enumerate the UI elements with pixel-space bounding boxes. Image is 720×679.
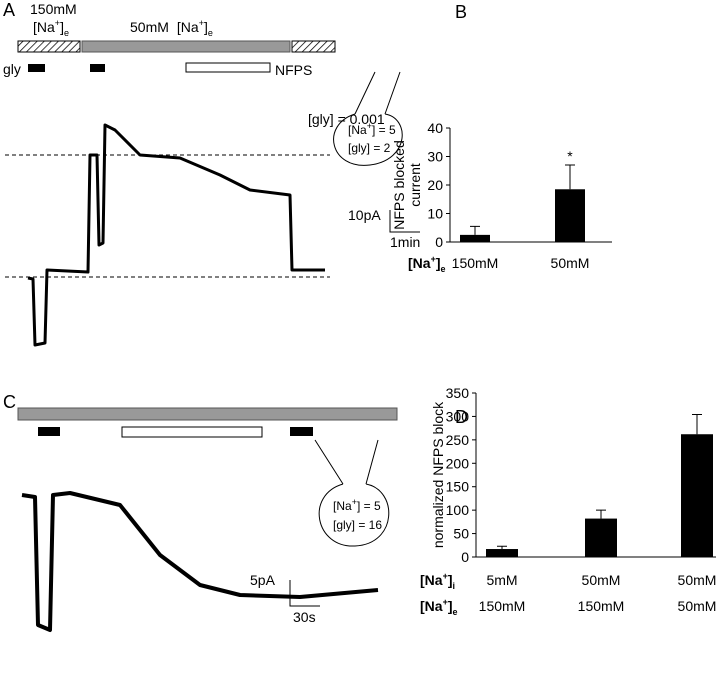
panel-letter: A: [3, 0, 15, 20]
current-trace: [27, 123, 325, 347]
panel-letter: D: [455, 407, 468, 427]
y-axis-label: normalized NFPS block: [430, 401, 446, 548]
label: 1min: [390, 234, 420, 250]
panel-letter: C: [3, 392, 16, 412]
panel-letter: B: [455, 2, 467, 22]
label: [Na+] = 5: [348, 121, 396, 137]
nfps-bar: [185, 62, 271, 73]
error-bar: [565, 164, 575, 190]
bar: [460, 234, 490, 242]
bar: [681, 434, 713, 557]
current-trace: [21, 491, 379, 632]
y-axis-label: current: [407, 163, 423, 207]
label-part: ]: [448, 598, 453, 614]
annotation: *: [567, 148, 573, 164]
y-axis-label: NFPS blocked: [391, 140, 407, 229]
scale-bar: [389, 210, 420, 233]
error-bar: [497, 545, 507, 550]
label: 150mM: [30, 1, 77, 17]
x-tick-label: 50mM: [678, 598, 717, 614]
y-tick-label: 20: [427, 177, 443, 193]
error-bar: [470, 225, 480, 235]
solution-bar: [17, 407, 398, 421]
gly-bar: [38, 427, 60, 436]
label-part: ]: [436, 255, 441, 271]
x-tick-label: 50mM: [582, 572, 621, 588]
bar: [486, 549, 518, 557]
scale-bar: [289, 580, 320, 607]
y-tick-label: 100: [446, 502, 470, 518]
x-tick-label: 50mM: [678, 572, 717, 588]
label-part: +: [443, 571, 448, 581]
label-part: +: [443, 597, 448, 607]
label-part: i: [453, 581, 456, 591]
gly-bar: [290, 427, 313, 436]
row-label: [Na+]e: [420, 597, 458, 617]
label: 50mM [Na+]e: [130, 18, 213, 38]
row-label: [Na+]e: [408, 254, 446, 274]
panel-a: A 150mM [Na+]e 50mM [Na+]e gly NFPS [gly]…: [3, 0, 420, 347]
y-tick-label: 200: [446, 455, 470, 471]
error-bar: [596, 509, 606, 519]
solution-bar: [81, 40, 291, 53]
x-tick-label: 150mM: [578, 598, 625, 614]
nfps-bar: [121, 426, 263, 438]
solution-bar: [291, 40, 336, 53]
y-tick-label: 250: [446, 432, 470, 448]
y-tick-label: 0: [435, 234, 443, 250]
label-part: e: [441, 264, 446, 274]
y-tick-label: 40: [427, 120, 443, 136]
label: 30s: [293, 609, 316, 625]
y-tick-label: 300: [446, 408, 470, 424]
label-part: ]: [448, 572, 453, 588]
x-tick-label: 5mM: [486, 572, 517, 588]
gly-bar: [28, 64, 45, 72]
label: [Na+]e: [33, 18, 69, 38]
x-tick-label: 150mM: [479, 598, 526, 614]
x-tick-label: 150mM: [452, 255, 499, 271]
label: 5pA: [250, 572, 276, 588]
label-part: +: [431, 254, 436, 264]
label: [gly] = 0.001: [308, 111, 385, 127]
label: [gly] = 16: [333, 518, 382, 532]
cell-icon: [314, 439, 390, 547]
y-tick-label: 50: [453, 526, 469, 542]
label: 10pA: [348, 207, 381, 223]
label: [Na+] = 5: [333, 497, 381, 513]
gly-bar: [90, 64, 105, 72]
x-tick-label: 50mM: [551, 255, 590, 271]
y-tick-label: 150: [446, 479, 470, 495]
bar: [585, 518, 617, 557]
y-tick-label: 30: [427, 149, 443, 165]
cell-icon: [333, 71, 403, 166]
y-tick-label: 350: [446, 385, 470, 401]
solution-bar: [17, 40, 81, 53]
label: [gly] = 2: [348, 141, 391, 155]
panel-c: C [Na+] = 5 [gly] = 16 5pA 30s: [3, 392, 398, 632]
label-part: [Na: [420, 598, 443, 614]
label: NFPS: [275, 62, 312, 78]
label-part: [Na: [420, 572, 443, 588]
y-tick-label: 0: [461, 549, 469, 565]
label-part: [Na: [408, 255, 431, 271]
y-tick-label: 10: [427, 206, 443, 222]
row-label: [Na+]i: [420, 571, 455, 591]
bar: [555, 189, 585, 242]
error-bar: [692, 414, 702, 435]
label-part: e: [453, 607, 458, 617]
label: gly: [3, 61, 21, 77]
